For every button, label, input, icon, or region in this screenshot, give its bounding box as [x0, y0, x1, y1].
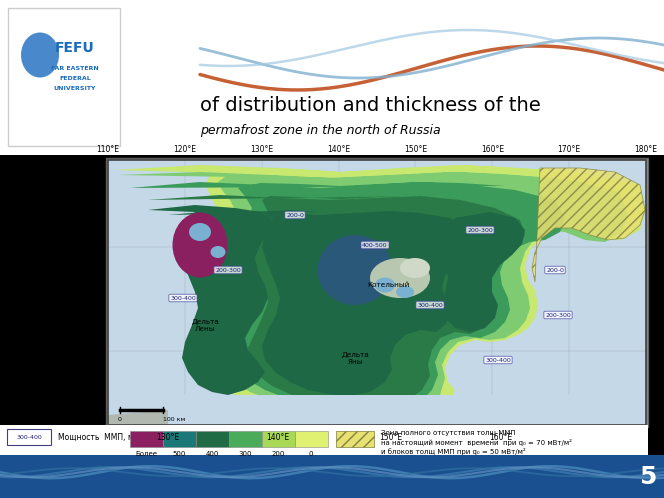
Text: 0: 0 [118, 417, 122, 422]
Ellipse shape [189, 223, 211, 241]
Ellipse shape [21, 32, 59, 78]
Text: 200-300: 200-300 [215, 267, 241, 272]
Text: Более: Более [135, 451, 157, 457]
Text: и блоков толщ ММП при q₀ = 50 мВт/м²: и блоков толщ ММП при q₀ = 50 мВт/м² [381, 448, 526, 455]
Ellipse shape [396, 286, 414, 298]
Text: 160°E: 160°E [489, 433, 513, 442]
Text: 75°
N: 75° N [90, 238, 103, 257]
Text: 200-300: 200-300 [545, 313, 571, 318]
Bar [295, 431, 328, 447]
Bar [130, 431, 163, 447]
Text: permafrost zone in the north of Russia: permafrost zone in the north of Russia [200, 124, 441, 136]
Bar [0, 0, 664, 155]
Text: 130°E: 130°E [157, 433, 179, 442]
Bar [108, 160, 646, 425]
Text: 130°E: 130°E [250, 145, 274, 154]
Bar [196, 431, 229, 447]
Ellipse shape [400, 258, 430, 278]
Bar [262, 431, 295, 447]
Polygon shape [148, 195, 525, 406]
Text: 160°E: 160°E [481, 145, 504, 154]
Text: 200: 200 [272, 451, 285, 457]
Text: 400-500: 400-500 [362, 243, 388, 248]
Text: Дельта
Яны: Дельта Яны [341, 352, 369, 365]
Polygon shape [118, 172, 628, 414]
Text: 120°E: 120°E [173, 145, 197, 154]
Bar [163, 431, 196, 447]
Text: 300-400: 300-400 [16, 434, 42, 440]
Text: 5: 5 [639, 465, 657, 489]
Polygon shape [108, 410, 168, 425]
Text: 150°E: 150°E [404, 145, 427, 154]
Text: 180°E: 180°E [635, 145, 657, 154]
Text: 200-0: 200-0 [546, 267, 564, 272]
Text: Дельта
Лены: Дельта Лены [191, 318, 219, 332]
Text: 100 км: 100 км [163, 417, 185, 422]
Polygon shape [148, 205, 272, 395]
Text: 140°E: 140°E [266, 433, 290, 442]
Polygon shape [532, 168, 645, 282]
Text: UNIVERSITY: UNIVERSITY [54, 86, 96, 91]
Bar [0, 425, 648, 477]
Polygon shape [168, 210, 472, 396]
Text: 500: 500 [173, 451, 186, 457]
Ellipse shape [173, 213, 228, 277]
Text: Мощность  ММП, м: Мощность ММП, м [58, 432, 133, 442]
FancyBboxPatch shape [7, 429, 51, 445]
Ellipse shape [375, 277, 395, 292]
Text: FEDERAL: FEDERAL [59, 76, 91, 81]
Text: FEFU: FEFU [55, 41, 95, 55]
Ellipse shape [210, 246, 226, 258]
Text: 200-0: 200-0 [286, 213, 304, 218]
Text: 300: 300 [238, 451, 252, 457]
Text: 0: 0 [309, 451, 313, 457]
Text: 140°E: 140°E [327, 145, 350, 154]
Bar [229, 431, 262, 447]
Text: Котельный: Котельный [367, 282, 409, 288]
Text: Зона полного отсутствия толщ ММП: Зона полного отсутствия толщ ММП [381, 430, 516, 436]
Text: 110°E: 110°E [96, 145, 120, 154]
Text: 150°E: 150°E [379, 433, 402, 442]
Text: 300-400: 300-400 [170, 295, 196, 300]
Polygon shape [130, 182, 565, 412]
Text: 75°
N: 75° N [651, 238, 664, 257]
Bar [108, 395, 646, 425]
Text: 200-300: 200-300 [467, 228, 493, 233]
Polygon shape [438, 212, 525, 332]
Ellipse shape [317, 235, 392, 305]
Bar [336, 431, 374, 447]
Text: 300-400: 300-400 [485, 358, 511, 363]
Text: 170°E: 170°E [558, 145, 581, 154]
Polygon shape [115, 165, 645, 420]
Ellipse shape [370, 258, 430, 298]
Text: FAR EASTERN: FAR EASTERN [51, 66, 99, 71]
Text: 70°
N: 70° N [651, 341, 664, 361]
Bar [108, 160, 646, 425]
Text: of distribution and thickness of the: of distribution and thickness of the [200, 96, 540, 115]
Text: 300-400: 300-400 [417, 302, 443, 307]
Text: на настоящий момент  времени  при q₀ = 70 мВт/м²: на настоящий момент времени при q₀ = 70 … [381, 439, 572, 446]
Bar [8, 8, 120, 146]
Text: 70°
N: 70° N [90, 341, 103, 361]
Bar [106, 158, 648, 427]
Bar [0, 455, 664, 498]
Text: 400: 400 [205, 451, 218, 457]
